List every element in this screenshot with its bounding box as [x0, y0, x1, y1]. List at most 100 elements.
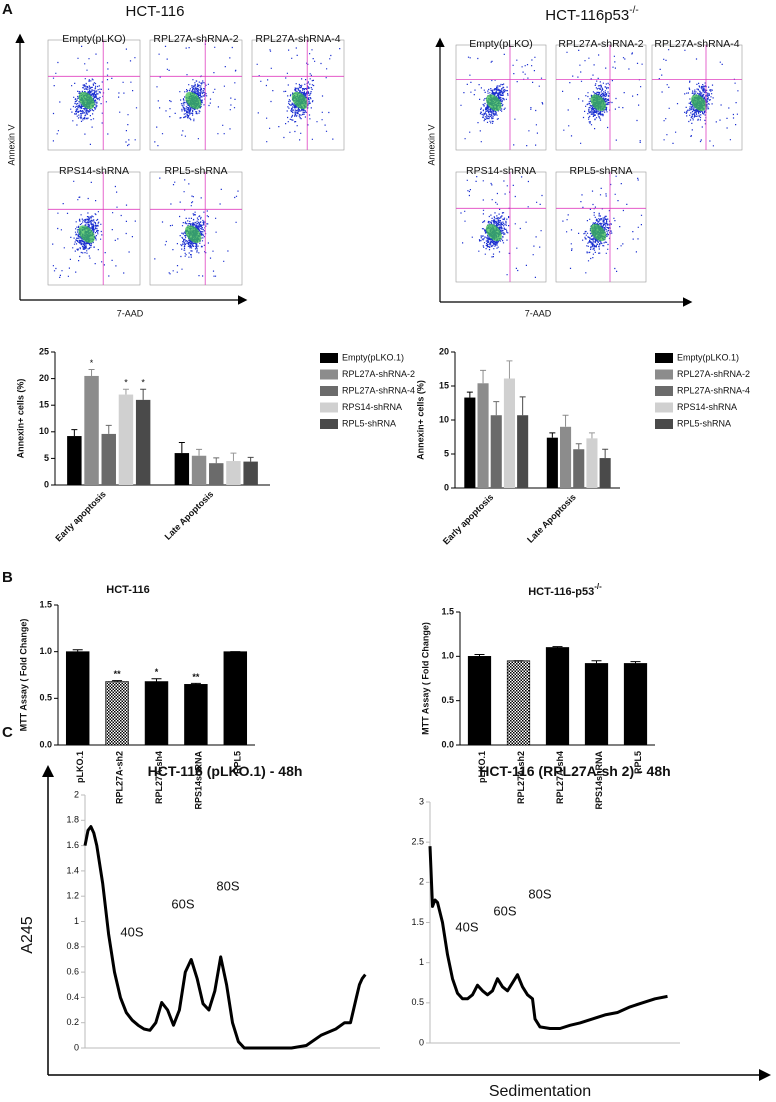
significance: **: [192, 672, 200, 682]
error-bar: [213, 457, 220, 464]
error-bar: [591, 660, 602, 664]
chart-title-text: HCT-116-p53: [528, 586, 594, 598]
significance: *: [155, 667, 159, 677]
y-tick-label: 1.0: [441, 651, 454, 661]
bar: [105, 681, 129, 746]
significance: *: [124, 378, 128, 388]
y-tick-label: 0: [444, 482, 449, 492]
flow-plot-label: RPL5-shRNA: [569, 165, 632, 177]
legend-label: RPS14-shRNA: [677, 402, 737, 412]
x-tick-label: RPL27A-sh4: [154, 751, 164, 804]
error-bar: [72, 649, 83, 652]
peak-label: 60S: [171, 896, 194, 911]
x-tick-label: RPL27A-sh2: [516, 751, 526, 804]
significance: *: [90, 358, 94, 368]
error-bar: [105, 424, 112, 434]
bar: [506, 660, 531, 746]
y-tick-label: 20: [439, 346, 449, 356]
error-bar: [480, 369, 487, 384]
legend-swatch: [320, 369, 338, 380]
peak-label: 60S: [493, 903, 516, 918]
x-tick-label: RPL27A-sh2: [114, 751, 124, 804]
density-core: [486, 94, 502, 112]
bar: [144, 681, 169, 746]
error-bar: [630, 661, 641, 664]
panel-label: A: [2, 1, 13, 18]
significance: **: [114, 669, 122, 679]
error-bar: [506, 360, 513, 379]
flow-plot-label: RPS14-shRNA: [466, 165, 536, 177]
y-tick-label: 0.4: [66, 992, 79, 1002]
legend-swatch: [655, 369, 673, 380]
bar: [560, 426, 572, 488]
peak-label: 80S: [528, 886, 551, 901]
y-tick-label: 1: [74, 916, 79, 926]
y-tick-label: 0.0: [39, 739, 52, 749]
x-tick-label: Late Apoptosis: [163, 489, 216, 542]
bar: [623, 663, 648, 746]
error-bar: [562, 414, 569, 427]
y-axis-label: MTT Assay ( Fold Change): [18, 619, 28, 732]
chart-title-text: HCT-116 (pLKO.1) - 48h: [148, 763, 303, 779]
bar: [84, 375, 99, 485]
legend-label: Empty(pLKO.1): [677, 352, 739, 362]
y-tick-label: 1.0: [39, 646, 52, 656]
y-tick-label: 10: [39, 426, 49, 436]
y-tick-label: 1.8: [66, 815, 79, 825]
bar: [490, 415, 502, 488]
y-tick-label: 1.2: [66, 891, 79, 901]
bar: [586, 438, 598, 488]
flow-plot-frame: [47, 39, 141, 151]
y-axis-label: MTT Assay ( Fold Change): [420, 622, 430, 735]
y-tick-label: 0: [74, 1042, 79, 1052]
flow-plot-label: RPL27A-shRNA-2: [153, 33, 238, 45]
y-tick-label: 1.4: [66, 865, 79, 875]
y-tick-label: 1: [419, 957, 424, 967]
legend-label: RPL27A-shRNA-4: [342, 385, 415, 395]
flow-plot-label: Empty(pLKO): [469, 38, 533, 50]
peak-label: 40S: [120, 924, 143, 939]
error-bar: [122, 388, 129, 395]
chart-title-text: HCT-116 (RPL27A-sh 2) - 48h: [479, 763, 670, 779]
y-tick-label: 0: [419, 1037, 424, 1047]
legend-swatch: [655, 353, 673, 363]
flow-plot-label: Empty(pLKO): [62, 33, 126, 45]
x-tick-label: Early apoptosis: [441, 492, 495, 546]
legend-swatch: [655, 402, 673, 413]
flow-x-label: 7-AAD: [525, 308, 552, 318]
y-tick-label: 0.2: [66, 1017, 79, 1027]
panel-label: B: [2, 569, 13, 586]
y-tick-label: 0.5: [39, 693, 52, 703]
error-bar: [575, 443, 582, 450]
bar: [503, 378, 515, 488]
bar: [209, 463, 224, 485]
y-tick-label: 5: [44, 453, 49, 463]
x-tick-label: RPS14shRNA: [594, 751, 604, 810]
peak-label: 80S: [216, 878, 239, 893]
y-axis-label: Annexin+ cells (%): [15, 379, 25, 459]
bar: [174, 453, 190, 485]
flow-x-label: 7-AAD: [117, 308, 144, 318]
y-tick-label: 1.5: [39, 599, 52, 609]
y-tick-label: 1.6: [66, 840, 79, 850]
density-core: [78, 225, 95, 243]
legend-label: Empty(pLKO.1): [342, 352, 404, 362]
bar: [584, 663, 609, 746]
significance: *: [141, 378, 145, 388]
bar: [545, 647, 570, 746]
y-tick-label: 5: [444, 448, 449, 458]
error-bar: [474, 654, 485, 657]
bar: [184, 684, 208, 746]
peak-label: 40S: [455, 919, 478, 934]
bar: [226, 461, 241, 485]
x-tick-label: pLKO.1: [477, 751, 487, 783]
legend-swatch: [320, 353, 338, 363]
error-bar: [552, 646, 563, 648]
flow-title: HCT-116p53-/-: [545, 5, 638, 24]
density-core: [485, 223, 502, 242]
error-bar: [602, 448, 609, 459]
bar: [223, 651, 248, 746]
error-bar: [230, 452, 237, 462]
flow-y-label: Annexin V: [6, 124, 16, 165]
flow-plot-label: RPL27A-shRNA-4: [255, 33, 340, 45]
